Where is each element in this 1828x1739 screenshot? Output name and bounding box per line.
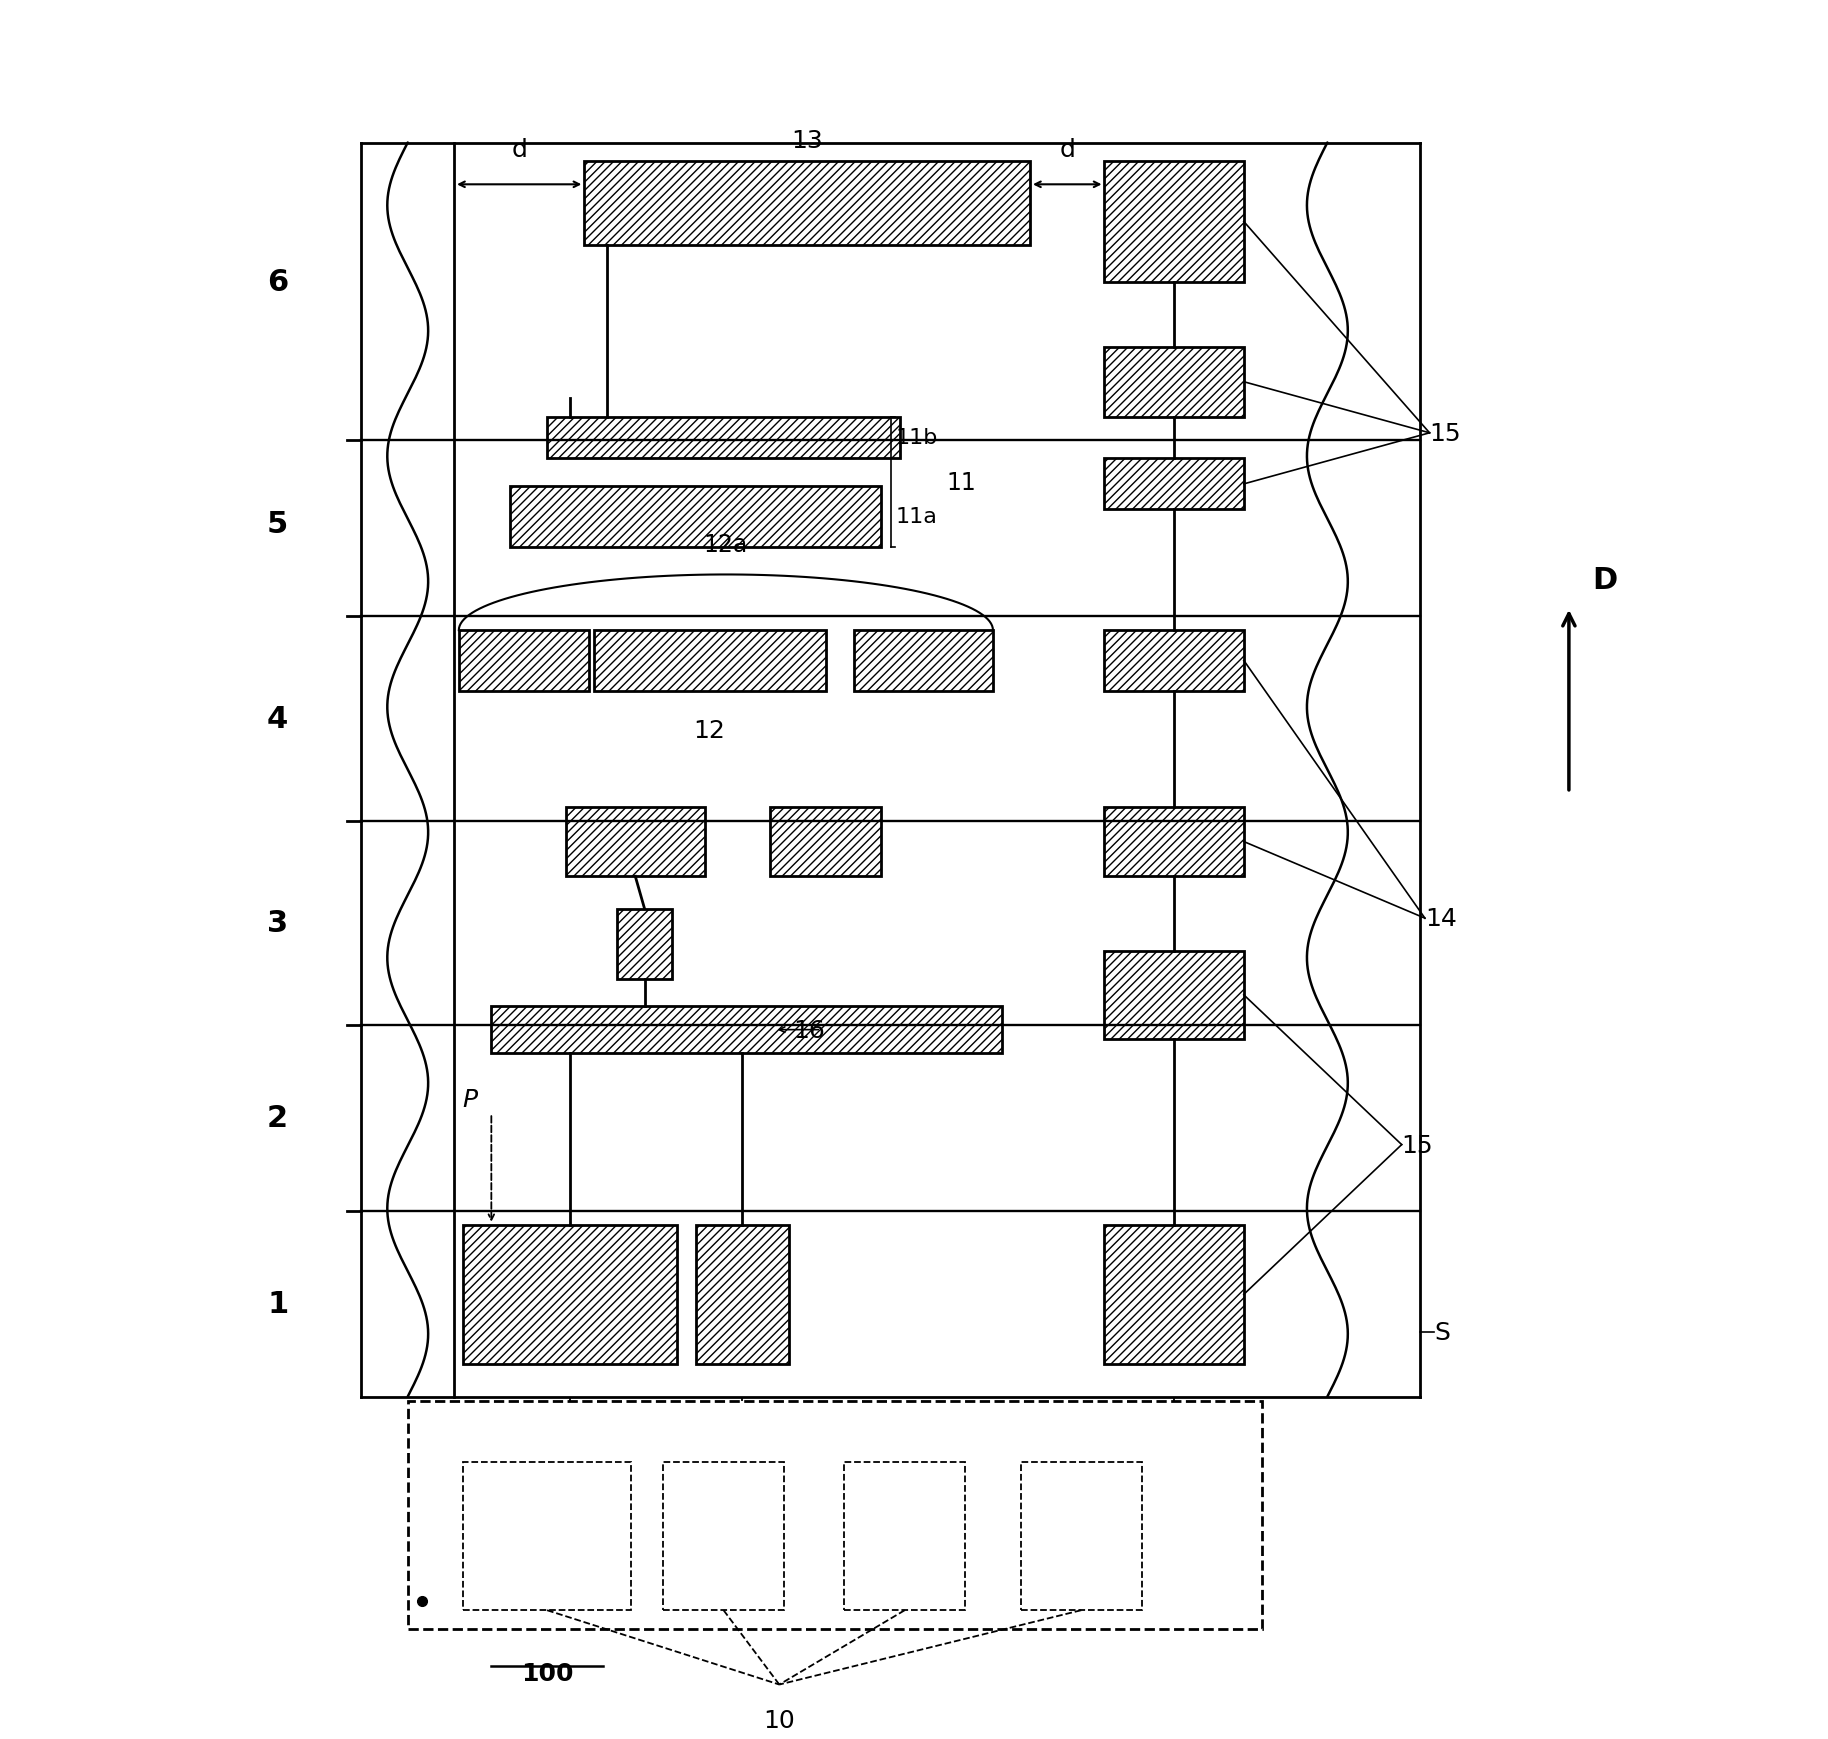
Bar xyxy=(594,631,826,690)
Bar xyxy=(845,1462,965,1610)
Bar xyxy=(696,1224,788,1365)
Text: 4: 4 xyxy=(267,704,289,734)
Bar xyxy=(616,909,673,979)
Bar xyxy=(547,417,899,459)
Bar xyxy=(770,807,881,876)
Text: 15: 15 xyxy=(1429,421,1461,445)
Bar xyxy=(464,1224,676,1365)
Bar xyxy=(1104,162,1243,283)
Text: d: d xyxy=(512,137,526,162)
Text: 12a: 12a xyxy=(704,532,748,556)
Text: 11a: 11a xyxy=(896,508,938,527)
Text: 3: 3 xyxy=(267,909,289,937)
Bar xyxy=(1104,807,1243,876)
Bar xyxy=(1104,459,1243,510)
Text: 10: 10 xyxy=(764,1708,795,1732)
Bar xyxy=(408,1402,1263,1629)
Text: P: P xyxy=(462,1087,477,1111)
Bar xyxy=(664,1462,784,1610)
Text: S: S xyxy=(1435,1320,1450,1344)
Text: 15: 15 xyxy=(1402,1132,1433,1156)
Bar xyxy=(565,807,706,876)
Text: 5: 5 xyxy=(267,510,289,539)
Text: 1: 1 xyxy=(267,1289,289,1318)
Text: 13: 13 xyxy=(792,129,823,153)
Text: 2: 2 xyxy=(267,1104,289,1132)
Text: 100: 100 xyxy=(521,1661,574,1685)
Bar xyxy=(464,1462,631,1610)
Bar xyxy=(1104,1224,1243,1365)
Bar xyxy=(854,631,993,690)
Bar xyxy=(510,487,881,548)
Bar xyxy=(459,631,589,690)
Bar xyxy=(1104,951,1243,1040)
Bar xyxy=(1104,631,1243,690)
Text: 11: 11 xyxy=(947,470,976,494)
Text: 14: 14 xyxy=(1424,906,1457,930)
Text: 12: 12 xyxy=(693,718,726,743)
Text: d: d xyxy=(1060,137,1075,162)
Text: 6: 6 xyxy=(267,268,289,297)
Bar xyxy=(1104,348,1243,417)
Text: 16: 16 xyxy=(793,1017,824,1042)
Bar xyxy=(1020,1462,1142,1610)
Bar xyxy=(492,1007,1002,1054)
Text: D: D xyxy=(1592,565,1618,595)
Text: 11b: 11b xyxy=(896,428,938,449)
Bar xyxy=(585,162,1031,245)
